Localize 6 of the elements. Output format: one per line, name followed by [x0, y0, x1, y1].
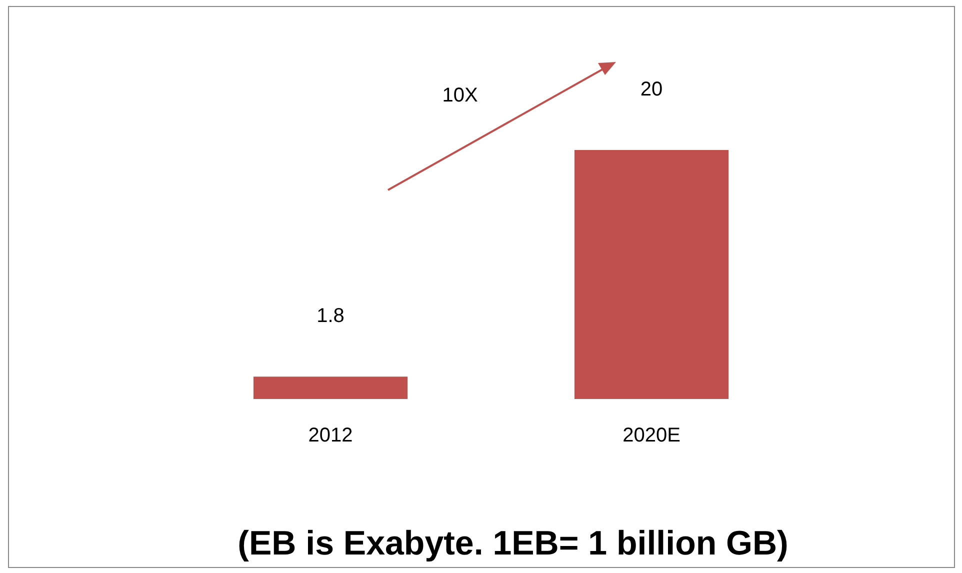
data-label: 1.8: [316, 305, 344, 328]
x-tick-label: 2020E: [622, 424, 680, 447]
text: 10X: [442, 84, 478, 107]
text: (EB is Exabyte. 1EB= 1 billion GB): [238, 524, 788, 562]
data-label: 20: [640, 78, 663, 101]
x-tick-label: 2012: [308, 424, 353, 447]
